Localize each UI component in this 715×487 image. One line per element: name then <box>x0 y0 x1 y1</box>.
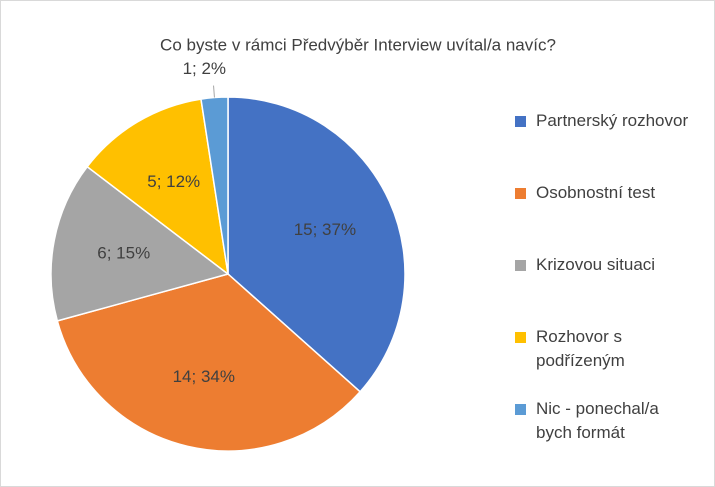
legend-label: Osobnostní test <box>536 183 656 202</box>
pie-slice <box>56 273 362 452</box>
data-label: 5; 12% <box>147 172 200 191</box>
legend-swatch <box>515 404 526 415</box>
pie-slice <box>227 96 406 393</box>
legend-swatch <box>515 260 526 271</box>
pie-slice <box>86 98 230 276</box>
pie-slice <box>50 165 230 322</box>
legend-label: Partnerský rozhovor <box>536 111 689 130</box>
legend-label: Nic - ponechal/a bych formát <box>536 399 659 442</box>
data-label: 15; 37% <box>294 220 356 239</box>
chart-title: Co byste v rámci Předvýběr Interview uví… <box>160 35 556 54</box>
data-label: 6; 15% <box>97 243 150 262</box>
legend-label: Rozhovor s podřízeným <box>536 327 625 370</box>
legend-swatch <box>515 116 526 127</box>
legend-label: Krizovou situaci <box>536 255 656 274</box>
data-label: 1; 2% <box>183 59 226 78</box>
legend-swatch <box>515 188 526 199</box>
leader-line <box>213 85 215 98</box>
legend-swatch <box>515 332 526 343</box>
pie-slice <box>200 96 229 275</box>
data-label: 14; 34% <box>173 367 235 386</box>
